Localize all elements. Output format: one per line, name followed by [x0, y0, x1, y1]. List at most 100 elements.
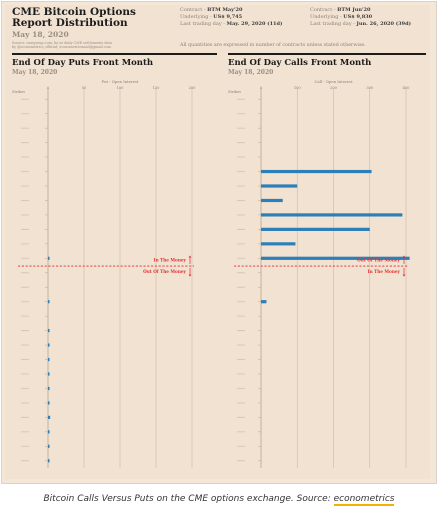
puts-strike-label-mark-10	[21, 243, 29, 245]
puts-strike-label-mark-1	[21, 113, 29, 115]
caption-text: Bitcoin Calls Versus Puts on the CME opt…	[43, 494, 334, 504]
calls-strike-label-mark-18	[237, 359, 245, 361]
calls-bar-8	[261, 213, 403, 217]
puts-x-tick-label-4: 200	[189, 86, 197, 90]
calls-section-rule	[228, 53, 426, 55]
calls-strike-label-mark-9	[237, 228, 245, 230]
calls-money-label-above: Out Of The Money	[357, 258, 400, 263]
puts-x-tick-label-3: 150	[153, 86, 161, 90]
puts-strike-label-mark-14	[21, 301, 29, 303]
calls-x-tick-label-0: 0	[260, 86, 263, 90]
puts-strike-label-mark-5	[21, 171, 29, 173]
calls-bar-7	[261, 198, 283, 203]
calls-bar-9	[261, 227, 370, 231]
puts-x-tick-label-1: 50	[82, 86, 87, 90]
puts-money-label-below: Out Of The Money	[143, 269, 186, 274]
calls-strike-label-mark-3	[237, 142, 245, 144]
puts-strike-label-mark-11	[21, 257, 29, 259]
calls-strike-label-mark-1	[237, 113, 245, 115]
puts-strike-label-mark-13	[21, 286, 29, 288]
puts-section-rule	[12, 53, 217, 55]
puts-strike-label-mark-6	[21, 185, 29, 187]
calls-strike-label-mark-23	[237, 431, 245, 433]
contract-info-may: Contract - BTM May'20 Underlying - US$ 9…	[180, 7, 283, 27]
calls-strike-label-mark-10	[237, 243, 245, 245]
puts-strike-label-mark-12	[21, 272, 29, 274]
puts-strike-label-mark-8	[21, 214, 29, 216]
puts-money-label-above: In The Money	[154, 258, 187, 263]
calls-strike-label-mark-13	[237, 286, 245, 288]
calls-x-tick-label-3: 300	[366, 86, 374, 90]
puts-bar-14	[48, 300, 50, 304]
puts-strike-label-mark-25	[21, 460, 29, 462]
puts-strike-label-mark-22	[21, 416, 29, 418]
puts-section-date: May 18, 2020	[12, 69, 58, 76]
puts-bar-24	[48, 444, 50, 448]
calls-y-axis-label: Strikes	[228, 90, 241, 94]
calls-arrow-up-icon	[402, 255, 406, 258]
puts-strike-label-mark-4	[21, 156, 29, 158]
puts-bar-17	[48, 343, 50, 347]
calls-strike-label-mark-15	[237, 315, 245, 317]
calls-strike-label-mark-24	[237, 445, 245, 447]
calls-arrow-down-icon	[402, 274, 406, 277]
report-title: CME Bitcoin Options Report Distribution	[12, 6, 136, 29]
infographic-panel	[5, 5, 430, 479]
calls-strike-label-mark-21	[237, 402, 245, 404]
puts-bar-25	[48, 459, 50, 463]
quantities-note: All quantities are expressed in number o…	[180, 43, 366, 48]
calls-x-tick-label-4: 400	[403, 86, 411, 90]
calls-bar-10	[261, 242, 296, 246]
calls-strike-label-mark-0	[237, 98, 245, 100]
contract-info-jun: Contract - BTM Jun'20 Underlying - US$ 9…	[310, 7, 411, 27]
calls-x-tick-label-2: 200	[330, 86, 338, 90]
calls-section-date: May 18, 2020	[228, 69, 274, 76]
calls-strike-label-mark-5	[237, 171, 245, 173]
calls-strike-label-mark-22	[237, 416, 245, 418]
calls-strike-label-mark-8	[237, 214, 245, 216]
puts-strike-label-mark-0	[21, 98, 29, 100]
puts-strike-label-mark-17	[21, 344, 29, 346]
puts-bar-11	[48, 256, 50, 260]
caption-source-link[interactable]: econometrics	[333, 494, 395, 506]
puts-strike-label-mark-18	[21, 359, 29, 361]
calls-strike-label-mark-17	[237, 344, 245, 346]
puts-strike-label-mark-16	[21, 330, 29, 332]
image-caption: Bitcoin Calls Versus Puts on the CME opt…	[0, 484, 438, 519]
puts-strike-label-mark-23	[21, 431, 29, 433]
calls-strike-label-mark-6	[237, 185, 245, 187]
puts-bar-23	[48, 430, 50, 434]
calls-strike-label-mark-19	[237, 373, 245, 375]
calls-strike-label-mark-11	[237, 257, 245, 259]
puts-arrow-down-icon	[188, 274, 192, 277]
source-note-2: by @econometrics_official; econometricsm…	[12, 45, 111, 49]
puts-strike-label-mark-15	[21, 315, 29, 317]
calls-bar-6	[261, 184, 298, 188]
calls-money-label-below: In The Money	[368, 269, 401, 274]
puts-bar-21	[48, 401, 50, 405]
puts-strike-label-mark-21	[21, 402, 29, 404]
puts-chart: Put - Open Interest Strikes 0 50 100 150 200 In…	[12, 80, 197, 468]
puts-strike-label-mark-2	[21, 127, 29, 129]
puts-strike-label-mark-24	[21, 445, 29, 447]
puts-bar-20	[48, 386, 50, 391]
puts-x-tick-label-0: 0	[47, 86, 50, 90]
calls-strike-label-mark-16	[237, 330, 245, 332]
calls-x-tick-label-1: 100	[294, 86, 302, 90]
puts-bar-18	[48, 357, 50, 362]
report-date: May 18, 2020	[12, 30, 69, 39]
calls-x-axis-label: Call - Open Interest	[315, 80, 353, 84]
puts-strike-label-mark-7	[21, 199, 29, 201]
puts-y-axis-label: Strikes	[12, 90, 25, 94]
puts-section-title: End Of Day Puts Front Month	[12, 58, 154, 68]
puts-bar-16	[48, 329, 50, 333]
calls-section-title: End Of Day Calls Front Month	[228, 58, 372, 68]
calls-bar-11	[261, 256, 410, 260]
puts-strike-label-mark-20	[21, 387, 29, 389]
calls-strike-label-mark-2	[237, 127, 245, 129]
puts-x-axis-label: Put - Open Interest	[102, 80, 139, 84]
calls-strike-label-mark-14	[237, 301, 245, 303]
calls-bar-5	[261, 169, 372, 174]
puts-bar-22	[48, 415, 51, 419]
calls-strike-label-mark-4	[237, 156, 245, 158]
